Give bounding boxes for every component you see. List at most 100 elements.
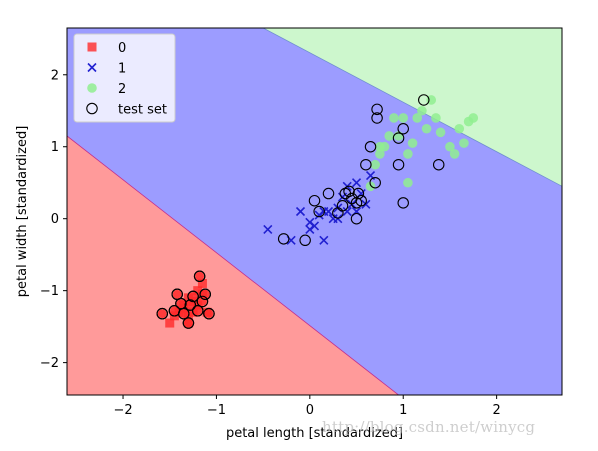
point-x [319, 235, 329, 245]
x-stroke [295, 206, 306, 217]
test-point-fill [172, 289, 182, 299]
legend-label: 1 [118, 62, 126, 77]
x-stroke [286, 235, 296, 245]
legend-box [73, 33, 176, 123]
point-square [193, 286, 203, 296]
y-tick-label: 1 [51, 140, 59, 155]
test-point-fill [157, 309, 167, 319]
test-point-outline [199, 288, 211, 301]
boundary-line-1-2 [262, 28, 562, 187]
test-point-outline [156, 307, 169, 320]
test-point-outline [182, 317, 195, 329]
x-stroke [333, 214, 343, 224]
point-open-circle [313, 205, 325, 218]
point-open-circle [350, 212, 363, 225]
test-point-outline [177, 307, 190, 320]
point-open-circle [432, 158, 445, 171]
legend-label: test set [118, 103, 167, 118]
point-open-circle [364, 140, 377, 153]
point-circle [389, 113, 399, 123]
point-open-circle [392, 158, 405, 171]
test-point-fill [176, 299, 186, 309]
point-circle [431, 113, 441, 123]
point-circle [468, 113, 479, 123]
y-tick-label: 2 [51, 68, 59, 83]
legend: 0 1 2 test set [73, 33, 176, 123]
point-open-circle [352, 187, 365, 200]
test-point-outline [196, 295, 209, 308]
x-tick-label: −2 [113, 403, 132, 418]
x-tick-label: −1 [207, 403, 226, 418]
point-open-circle [299, 234, 311, 247]
legend-marker-square [87, 42, 97, 52]
point-open-circle [397, 197, 409, 209]
point-circle [398, 113, 409, 123]
point-circle [417, 105, 427, 116]
legend-marker-x [87, 62, 97, 73]
y-tick-label: −2 [40, 356, 59, 371]
x-stroke [342, 206, 352, 217]
point-x [309, 221, 320, 231]
test-point-fill [204, 309, 214, 319]
point-open-circle [360, 158, 372, 171]
axes: −2 −1 0 1 2 −2 −1 0 1 2 petal length [standardized… [15, 68, 501, 441]
point-open-circle [418, 94, 430, 106]
point-square [197, 278, 207, 288]
x-stroke [365, 170, 376, 181]
x-stroke [361, 199, 371, 209]
test-point-outline [203, 307, 215, 320]
point-open-circle [392, 132, 405, 144]
point-x [263, 224, 273, 235]
point-circle [403, 177, 413, 188]
point-circle [375, 141, 385, 152]
test-point-fill [188, 292, 198, 301]
watermark-text: http://blog.csdn.net/winycg [322, 418, 536, 436]
test-point-fill [185, 300, 195, 310]
legend-label: 0 [118, 41, 126, 56]
point-open-circle [277, 233, 290, 245]
boundary-line-0-1 [67, 135, 399, 395]
point-x [361, 199, 371, 209]
point-square [193, 300, 203, 310]
legend-marker-circle [87, 83, 97, 93]
point-open-circle [371, 112, 383, 124]
legend-marker-open-circle [86, 102, 98, 115]
point-square [165, 318, 175, 328]
point-circle [384, 131, 395, 141]
x-axis-label: petal length [standardized] [226, 426, 403, 441]
test-point-fill [184, 318, 193, 328]
test-point-fill [170, 306, 179, 316]
point-circle [449, 149, 460, 159]
y-tick-label: −1 [40, 284, 59, 299]
point-open-circle [308, 194, 321, 207]
point-x [342, 206, 352, 217]
point-circle [407, 138, 418, 148]
point-x [351, 178, 362, 188]
test-point-fill [195, 271, 205, 281]
x-tick-label: 0 [306, 403, 314, 418]
y-axis-label: petal width [standardized] [15, 126, 30, 298]
x-stroke [87, 62, 97, 73]
point-open-circle [336, 199, 349, 212]
x-stroke [309, 221, 320, 231]
test-point-fill [193, 306, 203, 316]
x-stroke [305, 217, 315, 227]
point-open-circle [355, 194, 367, 207]
test-point-outline [192, 305, 204, 317]
point-circle [403, 149, 413, 159]
decision-regions [67, 28, 562, 395]
point-circle [435, 127, 446, 138]
point-open-circle [371, 103, 383, 116]
point-circle [421, 123, 432, 134]
x-tick-label: 2 [492, 403, 500, 418]
point-circle [365, 181, 376, 192]
test-point-outline [187, 290, 199, 303]
x-stroke [263, 224, 273, 235]
region-class-0 [67, 135, 399, 395]
point-circle [375, 149, 385, 159]
test-point-fill [179, 309, 189, 319]
x-stroke [351, 178, 362, 188]
point-x [333, 214, 343, 224]
